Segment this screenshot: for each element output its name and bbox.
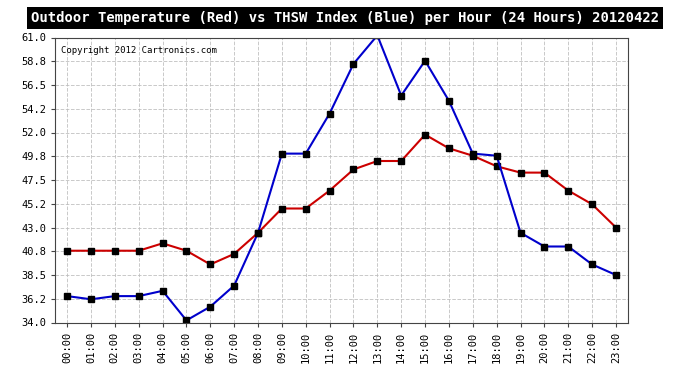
Text: Copyright 2012 Cartronics.com: Copyright 2012 Cartronics.com [61,46,217,55]
Text: Outdoor Temperature (Red) vs THSW Index (Blue) per Hour (24 Hours) 20120422: Outdoor Temperature (Red) vs THSW Index … [31,11,659,25]
